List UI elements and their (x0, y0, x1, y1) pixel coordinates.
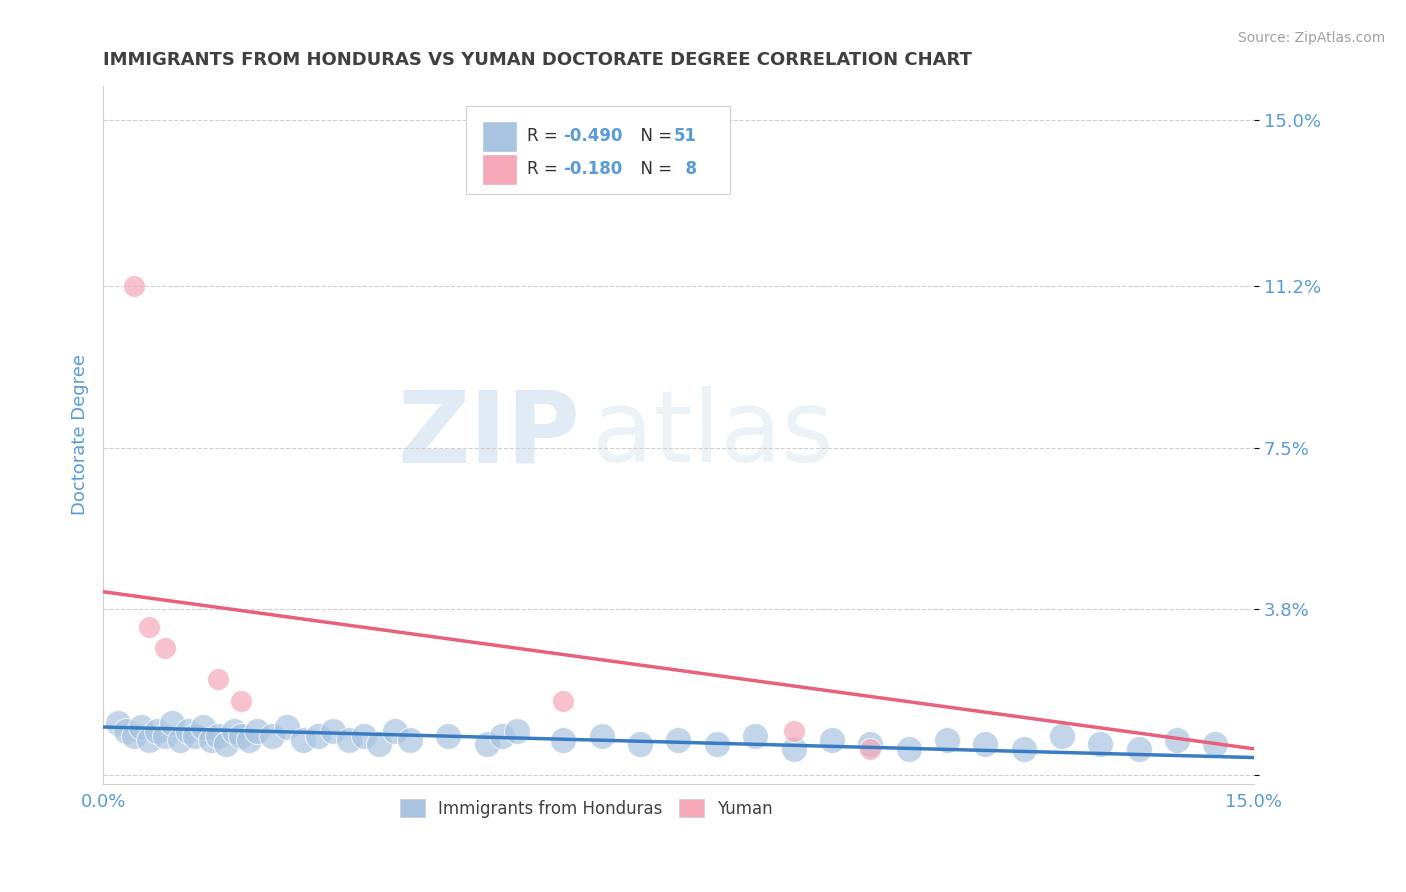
Point (859, 741, 882, 756)
Point (146, 724, 169, 739)
Point (936, 733, 959, 747)
Text: -0.180: -0.180 (564, 161, 623, 178)
Text: atlas: atlas (592, 386, 834, 483)
Text: IMMIGRANTS FROM HONDURAS VS YUMAN DOCTORATE DEGREE CORRELATION CHART: IMMIGRANTS FROM HONDURAS VS YUMAN DOCTOR… (103, 51, 972, 69)
Point (176, 724, 198, 739)
Point (591, 729, 613, 743)
Text: ZIP: ZIP (398, 386, 581, 483)
Text: N =: N = (630, 128, 678, 145)
FancyBboxPatch shape (482, 154, 516, 184)
Point (238, 733, 260, 747)
Point (368, 738, 391, 752)
Point (821, 733, 844, 747)
Point (1090, 738, 1112, 752)
Point (553, 694, 575, 708)
Point (222, 724, 245, 739)
FancyBboxPatch shape (465, 106, 730, 194)
Point (1166, 733, 1188, 747)
Point (384, 724, 406, 739)
Point (131, 720, 153, 734)
Point (668, 733, 690, 747)
Point (1128, 741, 1150, 756)
Point (628, 738, 651, 752)
Point (897, 741, 920, 756)
Point (307, 729, 329, 743)
Point (160, 715, 183, 730)
Point (138, 733, 160, 747)
Point (107, 715, 129, 730)
Legend: Immigrants from Honduras, Yuman: Immigrants from Honduras, Yuman (394, 793, 780, 824)
Point (200, 733, 222, 747)
FancyBboxPatch shape (482, 122, 516, 151)
Point (506, 724, 529, 739)
Y-axis label: Doctorate Degree: Doctorate Degree (72, 354, 89, 515)
Point (115, 724, 138, 739)
Point (337, 733, 360, 747)
Point (138, 620, 160, 634)
Point (245, 724, 267, 739)
Point (974, 738, 997, 752)
Point (399, 733, 422, 747)
Point (276, 720, 298, 734)
Point (215, 738, 238, 752)
Point (353, 729, 375, 743)
Point (122, 729, 145, 743)
Text: R =: R = (527, 128, 562, 145)
Point (553, 733, 575, 747)
Point (782, 741, 804, 756)
Text: 8: 8 (673, 161, 697, 178)
Point (153, 641, 176, 656)
Point (291, 733, 314, 747)
Text: R =: R = (527, 161, 562, 178)
Point (231, 729, 253, 743)
Point (491, 729, 513, 743)
Point (169, 733, 191, 747)
Point (191, 720, 214, 734)
Point (859, 738, 882, 752)
Point (207, 672, 229, 686)
Point (437, 729, 460, 743)
Text: N =: N = (630, 161, 678, 178)
Text: -0.490: -0.490 (564, 128, 623, 145)
Point (1012, 741, 1035, 756)
Point (231, 694, 253, 708)
Point (260, 729, 283, 743)
Point (706, 738, 728, 752)
Point (1050, 729, 1073, 743)
Point (475, 738, 498, 752)
Point (207, 729, 229, 743)
Text: Source: ZipAtlas.com: Source: ZipAtlas.com (1237, 31, 1385, 45)
Point (1205, 738, 1227, 752)
Point (122, 279, 145, 293)
Point (782, 724, 804, 739)
Point (153, 729, 176, 743)
Point (184, 729, 207, 743)
Point (744, 729, 766, 743)
Point (322, 724, 344, 739)
Text: 51: 51 (673, 128, 697, 145)
